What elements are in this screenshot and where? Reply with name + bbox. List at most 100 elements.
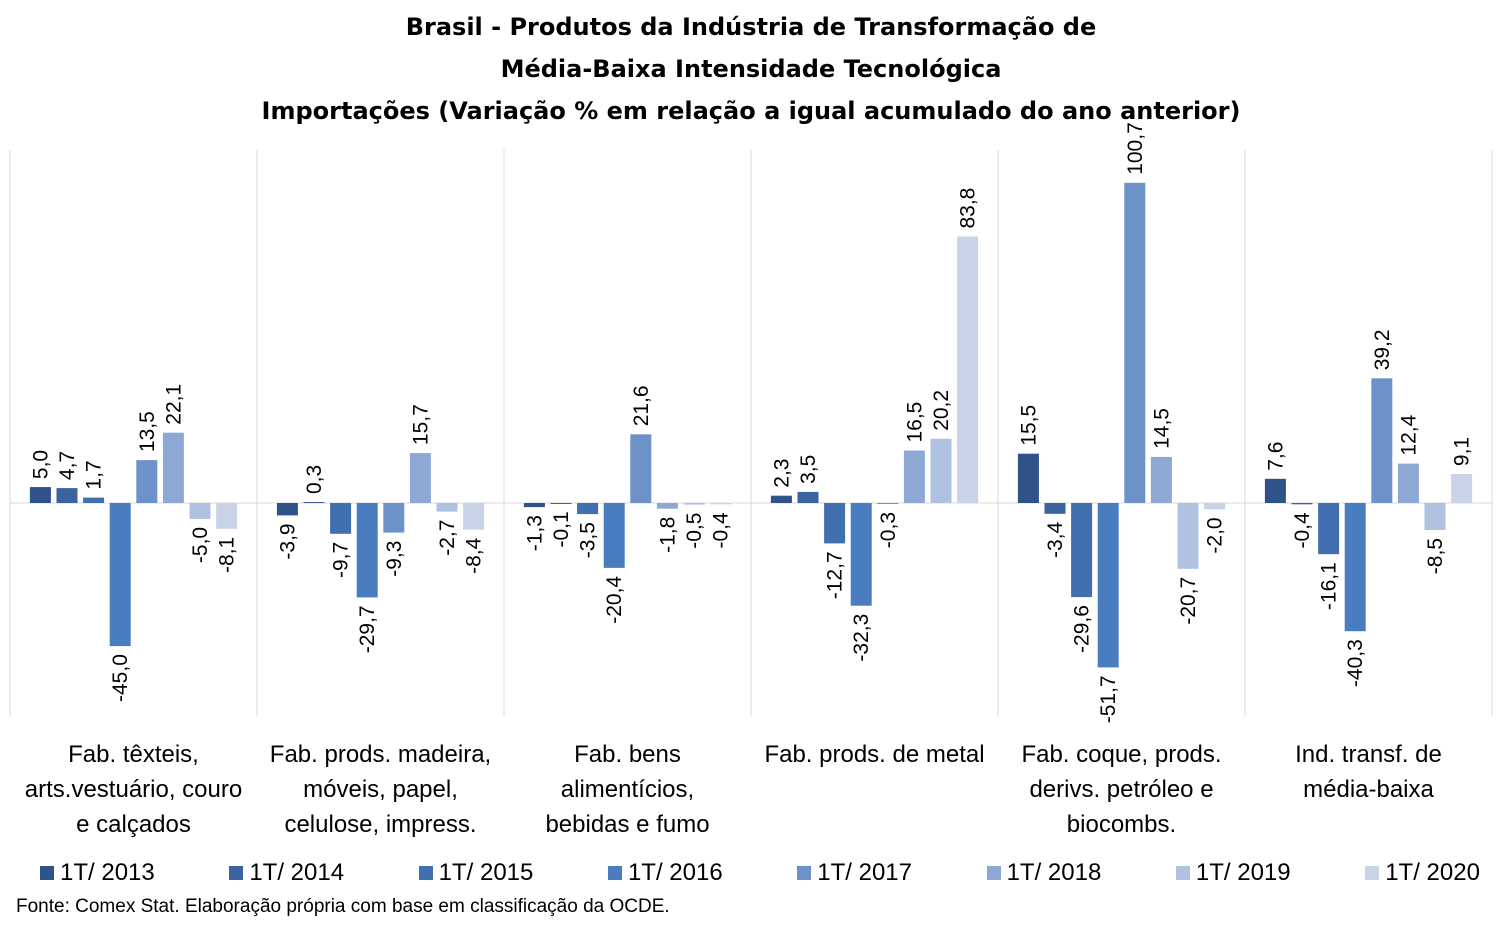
bar xyxy=(877,503,899,504)
bar xyxy=(824,503,846,544)
category-label: Fab. bens xyxy=(574,741,681,768)
legend-item: 1T/ 2016 xyxy=(607,859,723,887)
bar xyxy=(957,236,979,503)
legend-label: 1T/ 2013 xyxy=(60,859,155,886)
category-label: e calçados xyxy=(76,811,191,838)
data-label: 39,2 xyxy=(1371,329,1394,370)
bar xyxy=(29,487,51,503)
legend-swatch xyxy=(1175,866,1190,880)
bar xyxy=(356,503,378,598)
data-label: -2,0 xyxy=(1204,517,1227,553)
bar xyxy=(1424,503,1446,530)
category-label: Fab. têxteis, xyxy=(68,741,199,768)
legend-label: 1T/ 2019 xyxy=(1195,859,1291,886)
bar xyxy=(303,502,325,503)
bar xyxy=(1017,453,1039,503)
bar xyxy=(523,503,545,508)
data-label: -20,4 xyxy=(603,576,626,624)
legend-item: 1T/ 2019 xyxy=(1175,859,1291,887)
category-label: bebidas e fumo xyxy=(545,811,709,838)
bar xyxy=(683,503,705,505)
legend-item: 1T/ 2014 xyxy=(229,859,344,887)
category-label: móveis, papel, xyxy=(303,776,458,803)
category-label: alimentícios, xyxy=(561,776,694,803)
data-label: -9,7 xyxy=(330,542,353,578)
data-label: 15,5 xyxy=(1017,405,1040,446)
data-label: 14,5 xyxy=(1150,408,1173,449)
bar xyxy=(630,434,652,503)
bar xyxy=(1071,503,1093,598)
bar xyxy=(330,503,352,534)
bar xyxy=(56,488,78,503)
category-label: Fab. coque, prods. xyxy=(1021,741,1221,768)
data-label: -1,3 xyxy=(523,515,546,551)
legend-item: 1T/ 2013 xyxy=(40,859,155,887)
data-label: -0,4 xyxy=(1291,512,1314,549)
bar xyxy=(903,450,925,503)
bar xyxy=(162,432,184,503)
legend-swatch xyxy=(607,866,622,880)
category-label: Ind. transf. de xyxy=(1295,741,1442,768)
legend-label: 1T/ 2018 xyxy=(1006,859,1102,886)
bar xyxy=(1097,503,1119,668)
bar xyxy=(1177,503,1199,569)
legend: 1T/ 2013 1T/ 2014 1T/ 2015 1T/ 2016 1T/ 2017… xyxy=(40,856,1480,890)
data-label: 4,7 xyxy=(56,451,79,480)
chart-title: Brasil - Produtos da Indústria de Transf… xyxy=(0,6,1502,132)
bar xyxy=(1044,503,1066,514)
bar xyxy=(1204,503,1226,510)
data-label: -8,5 xyxy=(1424,538,1447,574)
data-label: 5,0 xyxy=(29,450,52,479)
bar xyxy=(109,503,131,647)
category-label: Fab. prods. de metal xyxy=(764,741,984,768)
bar xyxy=(550,503,572,504)
bar xyxy=(383,503,405,533)
chart-title-line-1: Brasil - Produtos da Indústria de Transf… xyxy=(405,13,1097,41)
data-label: -0,1 xyxy=(550,511,573,547)
bar xyxy=(930,438,952,503)
bar xyxy=(1344,503,1366,632)
legend-item: 1T/ 2015 xyxy=(418,859,533,887)
data-label: -0,4 xyxy=(710,512,733,549)
data-label: 2,3 xyxy=(770,458,793,487)
bar xyxy=(1264,478,1286,503)
data-label: -5,0 xyxy=(189,527,212,563)
bar xyxy=(136,460,158,503)
data-label: 83,8 xyxy=(957,188,980,229)
bar xyxy=(1451,474,1473,503)
category-label: Fab. prods. madeira, xyxy=(270,741,491,768)
data-label: 0,3 xyxy=(303,465,326,494)
data-label: -9,3 xyxy=(383,541,406,577)
bar xyxy=(1124,182,1146,504)
data-label: -51,7 xyxy=(1097,675,1120,723)
legend-label: 1T/ 2017 xyxy=(817,859,912,886)
chart-title-line-2: Média-Baixa Intensidade Tecnológica xyxy=(500,55,1002,83)
data-label: -29,7 xyxy=(356,605,379,653)
data-label: -8,1 xyxy=(216,537,239,573)
data-label: 15,7 xyxy=(409,404,432,445)
legend-item: 1T/ 2017 xyxy=(797,859,912,887)
data-label: 20,2 xyxy=(930,390,953,431)
bar xyxy=(83,497,105,503)
legend-item: 1T/ 2020 xyxy=(1365,859,1480,887)
legend-swatch xyxy=(986,866,1001,880)
data-label: -16,1 xyxy=(1318,562,1341,610)
bar xyxy=(1397,463,1419,503)
data-label: 12,4 xyxy=(1397,414,1420,455)
data-label: -8,4 xyxy=(463,537,486,574)
data-label: 13,5 xyxy=(136,411,159,452)
chart-title-line-3: Importações (Variação % em relação a igu… xyxy=(261,97,1241,125)
data-label: -29,6 xyxy=(1071,605,1094,653)
legend-item: 1T/ 2018 xyxy=(986,859,1102,887)
data-label: -2,7 xyxy=(436,520,459,556)
data-label: -1,8 xyxy=(656,517,679,553)
legend-swatch xyxy=(797,866,812,880)
bar xyxy=(656,503,678,509)
data-label: 22,1 xyxy=(162,384,185,425)
bar xyxy=(577,503,599,515)
category-label: arts.vestuário, couro xyxy=(25,776,242,803)
bar xyxy=(436,503,458,512)
data-label: -45,0 xyxy=(109,654,132,702)
source-note: Fonte: Comex Stat. Elaboração própria co… xyxy=(16,896,670,917)
